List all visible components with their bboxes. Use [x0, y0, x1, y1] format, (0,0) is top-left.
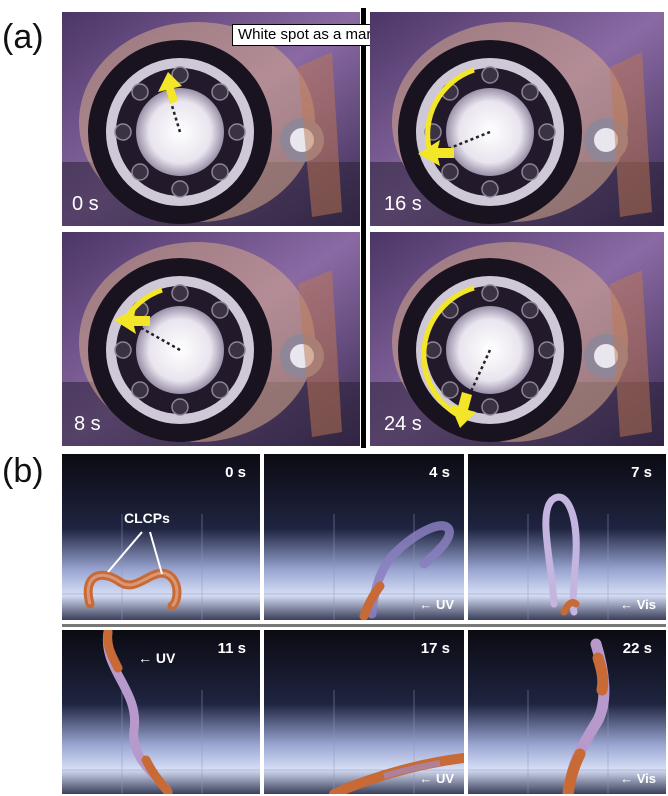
video-frame-17s: 17 s ← UV: [264, 630, 464, 794]
light-source-label: ← UV: [419, 771, 454, 786]
frame-time-label: 4 s: [429, 464, 450, 481]
frame-time-label: 11 s: [217, 640, 246, 657]
panel-a-divider: [361, 8, 366, 448]
panel-a-label: (a): [2, 18, 44, 56]
light-source-label: ← Vis: [620, 771, 656, 786]
motor-photo-0s: 0 s: [62, 12, 360, 226]
frame-time-label: 0 s: [72, 193, 99, 215]
video-frame-4s: 4 s ← UV: [264, 454, 464, 620]
light-source-label: ← UV: [138, 650, 176, 666]
motor-photo-16s: 16 s: [370, 12, 664, 226]
frame-time-label: 8 s: [74, 413, 101, 435]
video-frame-11s: 11 s ← UV: [62, 630, 260, 794]
clcp-label: CLCPs: [124, 510, 170, 526]
frame-time-label: 22 s: [622, 640, 652, 657]
light-source-label: ← Vis: [620, 597, 656, 612]
motor-photo-24s: 24 s: [370, 232, 664, 446]
video-frame-7s: 7 s ← Vis: [468, 454, 666, 620]
panel-b-divider: [62, 624, 666, 627]
motor-photo-8s: 8 s: [62, 232, 360, 446]
video-frame-22s: 22 s ← Vis: [468, 630, 666, 794]
frame-time-label: 7 s: [631, 464, 652, 481]
panel-b-label: (b): [2, 452, 44, 490]
light-source-label: ← UV: [419, 597, 454, 612]
video-frame-0s: 0 s CLCPs: [62, 454, 260, 620]
frame-time-label: 17 s: [420, 640, 450, 657]
frame-time-label: 24 s: [384, 413, 422, 435]
frame-time-label: 16 s: [384, 193, 422, 215]
frame-time-label: 0 s: [225, 464, 246, 481]
marker-callout: White spot as a marker: [232, 24, 399, 46]
